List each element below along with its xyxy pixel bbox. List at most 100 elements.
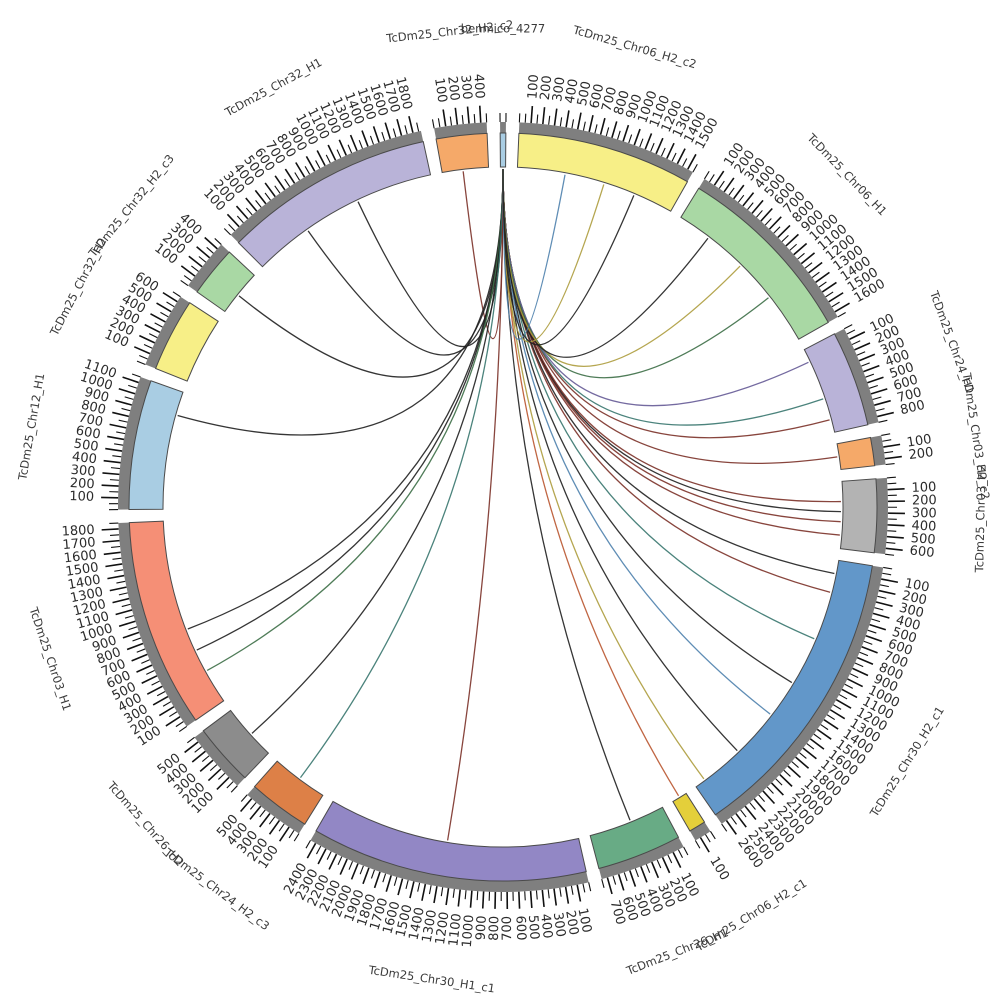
tick-major xyxy=(762,790,776,805)
tick-minor xyxy=(110,467,120,470)
tick-minor xyxy=(535,890,538,900)
tick-label: 1500 xyxy=(65,560,100,580)
tick-label: 500 xyxy=(910,531,936,548)
tick-minor xyxy=(118,419,128,423)
tick-label: 100 xyxy=(903,576,930,595)
tick-major xyxy=(150,313,166,323)
tick-minor xyxy=(114,443,124,446)
tick-major xyxy=(785,233,799,247)
tick-minor xyxy=(112,455,122,458)
tick-minor xyxy=(416,122,420,132)
tick-minor xyxy=(194,746,203,753)
tick-minor xyxy=(305,840,311,849)
tick-major xyxy=(565,110,570,128)
chromosome-label: TcDm25_Chr03_H1 xyxy=(26,605,74,713)
chromosome-label: TcDm25_Chr26_H1 xyxy=(624,925,731,978)
link-ribbon xyxy=(502,168,841,503)
tick-minor xyxy=(139,355,148,360)
tick-minor xyxy=(381,131,386,141)
tick-minor xyxy=(417,882,421,892)
tick-minor xyxy=(162,701,172,707)
chromosome-label: TcDm25_Chr30_H1_c1 xyxy=(367,963,496,996)
tick-minor xyxy=(206,246,214,254)
tick-major xyxy=(184,741,199,754)
tick-minor xyxy=(132,637,142,642)
tick-minor xyxy=(775,778,783,786)
tick-label: 1000 xyxy=(460,914,478,948)
tick-minor xyxy=(875,408,885,412)
link-ribbon xyxy=(251,168,504,734)
tick-minor xyxy=(617,130,621,140)
tick-minor xyxy=(831,301,840,308)
ideogram-ring xyxy=(118,121,888,892)
tick-major xyxy=(107,435,125,441)
tick-major xyxy=(852,667,869,677)
tick-minor xyxy=(709,831,716,840)
tick-minor xyxy=(867,629,877,634)
tick-major xyxy=(751,199,764,214)
tick-major xyxy=(235,205,249,220)
tick-minor xyxy=(428,885,432,895)
tick-label: 200 xyxy=(538,75,555,101)
tick-label: 900 xyxy=(83,385,111,406)
tick-major xyxy=(112,411,129,418)
tick-minor xyxy=(885,553,895,556)
tick-label: 600 xyxy=(512,915,528,940)
tick-major xyxy=(640,866,648,883)
tick-major xyxy=(339,858,348,875)
tick-minor xyxy=(813,733,822,740)
tick-minor xyxy=(109,479,119,481)
tick-major xyxy=(553,888,558,906)
tick-major xyxy=(606,877,613,895)
tick-major xyxy=(699,837,710,853)
tick-major xyxy=(122,376,139,384)
tick-major xyxy=(787,765,801,779)
tick-minor xyxy=(228,223,236,232)
tick-label: 100 xyxy=(69,489,94,505)
tick-major xyxy=(887,488,905,491)
tick-major xyxy=(102,539,120,543)
segment-arc xyxy=(672,792,706,832)
tick-minor xyxy=(476,891,479,901)
tick-major xyxy=(576,884,582,902)
tick-major xyxy=(226,213,240,228)
tick-minor xyxy=(114,569,124,572)
tick-minor xyxy=(826,714,836,721)
tick-minor xyxy=(524,891,526,901)
tick-major xyxy=(760,207,773,222)
tick-minor xyxy=(825,291,834,298)
tick-major xyxy=(823,718,839,730)
tick-major xyxy=(316,150,326,166)
tick-major xyxy=(478,105,482,123)
tick-major xyxy=(629,870,637,887)
tick-label: 1700 xyxy=(62,535,96,553)
link-ribbon xyxy=(502,168,741,367)
tick-minor xyxy=(749,802,756,810)
segment-arc xyxy=(128,520,225,721)
tick-major xyxy=(131,653,148,662)
tick-minor xyxy=(148,333,158,339)
tick-major xyxy=(793,242,808,256)
tick-major xyxy=(576,112,582,130)
tick-minor xyxy=(259,809,266,818)
tick-major xyxy=(847,678,864,688)
tick-minor xyxy=(109,534,120,536)
tick-label: 700 xyxy=(607,899,628,927)
tick-major xyxy=(886,535,904,539)
link-ribbon xyxy=(446,168,504,841)
tick-major xyxy=(874,399,891,406)
tick-major xyxy=(588,115,594,132)
tick-major xyxy=(109,423,127,429)
tick-major xyxy=(800,252,816,265)
link-ribbon xyxy=(177,168,504,436)
tick-minor xyxy=(180,279,189,287)
tick-major xyxy=(541,889,545,907)
chromosome-label: TcDm25_Chr06_H2_c2 xyxy=(571,22,699,71)
link-ribbon xyxy=(502,168,841,513)
tick-major xyxy=(854,342,871,351)
tick-label: 1300 xyxy=(69,585,104,607)
tick-major xyxy=(349,134,358,152)
tick-minor xyxy=(645,864,651,873)
tick-minor xyxy=(178,726,187,733)
tick-major xyxy=(136,664,153,673)
